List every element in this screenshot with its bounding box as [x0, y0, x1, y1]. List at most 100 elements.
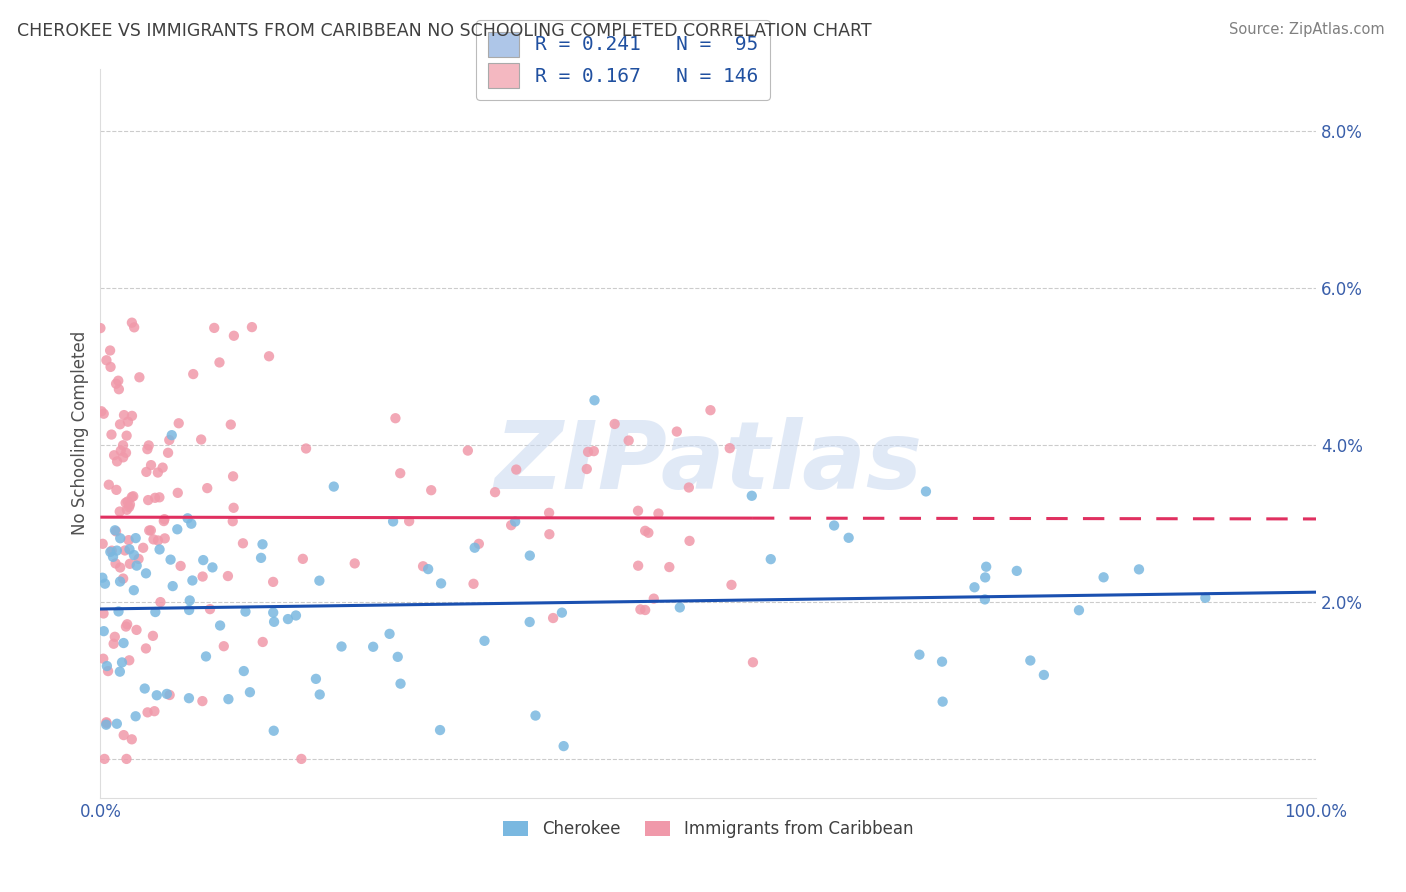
Point — [389, 676, 412, 690]
Point — [98, 343, 121, 358]
Point — [202, 321, 225, 335]
Point — [583, 393, 606, 408]
Point — [201, 560, 224, 574]
Point — [112, 408, 135, 422]
Point — [699, 403, 721, 417]
Point — [277, 612, 299, 626]
Point — [132, 541, 155, 555]
Point — [159, 688, 181, 702]
Point — [1128, 562, 1150, 576]
Point — [107, 374, 129, 388]
Point — [118, 542, 141, 557]
Point — [208, 355, 231, 369]
Point — [678, 481, 700, 495]
Point — [115, 502, 138, 516]
Point — [134, 681, 156, 696]
Point — [104, 630, 127, 644]
Point — [122, 489, 145, 503]
Point — [97, 477, 120, 491]
Point — [143, 491, 166, 505]
Point — [125, 558, 148, 573]
Point — [232, 536, 254, 550]
Point — [115, 617, 138, 632]
Point — [974, 570, 997, 584]
Point — [115, 752, 138, 766]
Point — [128, 370, 150, 384]
Point — [166, 486, 188, 500]
Point — [463, 577, 485, 591]
Point — [219, 417, 242, 432]
Point — [89, 321, 111, 335]
Point — [519, 615, 541, 629]
Point — [389, 467, 412, 481]
Point — [195, 481, 218, 495]
Point — [551, 606, 574, 620]
Point — [112, 450, 135, 465]
Point — [222, 328, 245, 343]
Point — [468, 537, 491, 551]
Point — [678, 533, 700, 548]
Point — [973, 592, 995, 607]
Text: CHEROKEE VS IMMIGRANTS FROM CARIBBEAN NO SCHOOLING COMPLETED CORRELATION CHART: CHEROKEE VS IMMIGRANTS FROM CARIBBEAN NO… — [17, 22, 872, 40]
Point — [91, 651, 114, 665]
Point — [190, 433, 212, 447]
Point — [160, 428, 183, 442]
Point — [384, 411, 406, 425]
Point — [148, 491, 170, 505]
Point — [603, 417, 626, 431]
Point — [122, 583, 145, 598]
Point — [1005, 564, 1028, 578]
Point — [181, 574, 204, 588]
Point — [121, 490, 143, 504]
Point — [105, 454, 128, 468]
Point — [198, 602, 221, 616]
Point — [195, 649, 218, 664]
Point — [105, 376, 128, 391]
Point — [505, 462, 527, 476]
Point — [823, 518, 845, 533]
Point — [118, 498, 141, 512]
Point — [915, 484, 938, 499]
Point — [104, 523, 127, 537]
Point — [647, 507, 669, 521]
Point — [118, 557, 141, 571]
Point — [114, 543, 136, 558]
Point — [112, 572, 135, 586]
Point — [157, 433, 180, 447]
Point — [96, 717, 118, 731]
Point — [931, 695, 953, 709]
Point — [143, 704, 166, 718]
Point — [239, 685, 262, 699]
Point — [524, 708, 547, 723]
Point — [538, 506, 561, 520]
Point — [398, 514, 420, 528]
Point — [167, 417, 190, 431]
Point — [146, 533, 169, 548]
Point — [111, 438, 134, 452]
Point — [262, 574, 284, 589]
Point — [105, 716, 128, 731]
Point — [108, 382, 131, 396]
Point — [308, 574, 330, 588]
Text: Source: ZipAtlas.com: Source: ZipAtlas.com — [1229, 22, 1385, 37]
Point — [100, 359, 122, 374]
Point — [96, 659, 118, 673]
Point — [90, 404, 112, 418]
Point — [162, 579, 184, 593]
Point — [627, 504, 650, 518]
Point — [142, 533, 165, 547]
Point — [420, 483, 443, 498]
Point — [209, 618, 232, 632]
Point — [108, 504, 131, 518]
Point — [136, 706, 159, 720]
Point — [122, 548, 145, 562]
Point — [217, 569, 239, 583]
Point — [387, 649, 409, 664]
Point — [105, 524, 128, 539]
Point — [146, 466, 169, 480]
Point — [149, 595, 172, 609]
Point — [575, 462, 598, 476]
Point — [115, 428, 138, 442]
Point — [308, 688, 330, 702]
Point — [378, 627, 401, 641]
